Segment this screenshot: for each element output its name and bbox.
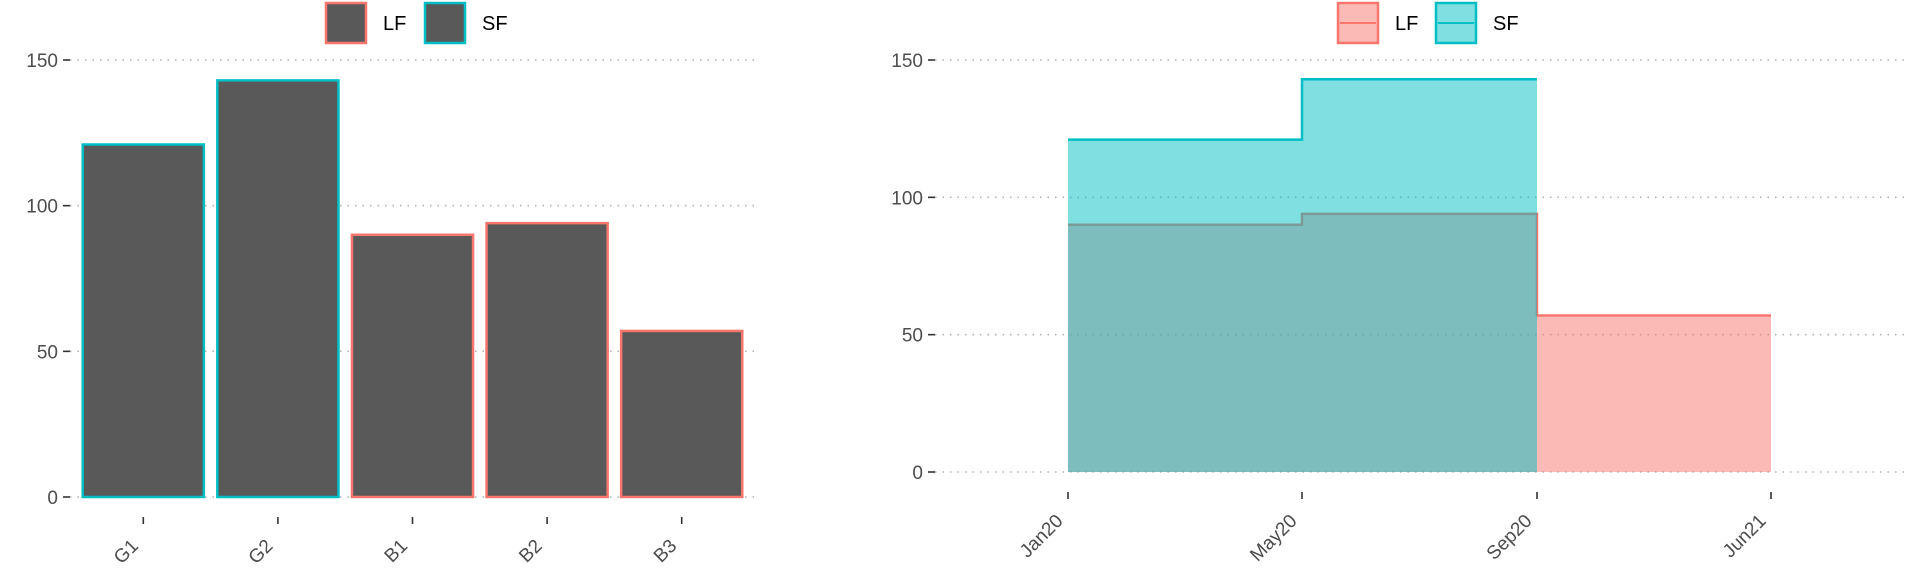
y-tick-label: 0 <box>47 488 58 509</box>
x-tick-label: G2 <box>245 536 278 569</box>
bar-chart-panel: 0 50 100 150 G1 G2 B1 B2 B3 LF SF <box>26 1 755 569</box>
legend-label-lf: LF <box>1395 13 1418 35</box>
x-tick-label: B2 <box>515 536 546 567</box>
y-tick-label: 100 <box>891 188 923 209</box>
legend-label-lf: LF <box>383 13 406 35</box>
x-tick-label: G1 <box>110 536 143 569</box>
bar-g2 <box>216 79 340 499</box>
y-tick-label: 50 <box>902 326 923 347</box>
area-sf <box>1068 79 1537 472</box>
bar-g1 <box>81 143 206 499</box>
bar-b2 <box>485 221 609 499</box>
y-tick-label: 150 <box>26 51 58 72</box>
area-chart-panel: 0 50 100 150 Jan20 May20 Sep20 Jun21 LF SF <box>891 1 1905 566</box>
y-tick-label: 150 <box>891 51 923 72</box>
series-line-sf <box>1068 77 1537 141</box>
x-tick-label: B3 <box>650 536 681 567</box>
y-tick-label: 100 <box>26 197 58 218</box>
y-tick-label: 0 <box>912 463 923 484</box>
y-tick-label: 50 <box>37 342 58 363</box>
legend-label-sf: SF <box>1493 13 1519 35</box>
x-tick-label: B1 <box>381 536 412 567</box>
legend: LF SF <box>324 1 508 45</box>
x-tick-label: Sep20 <box>1483 511 1537 565</box>
bar-b3 <box>619 329 744 499</box>
legend: LF SF <box>1336 1 1519 45</box>
legend-key-sf <box>423 1 467 45</box>
x-tick-label: Jun21 <box>1719 511 1770 562</box>
x-tick-label: Jan20 <box>1016 511 1067 562</box>
legend-label-sf: SF <box>482 13 508 35</box>
x-tick-label: May20 <box>1246 511 1301 566</box>
legend-key-lf <box>324 1 368 45</box>
bar-b1 <box>350 233 475 499</box>
